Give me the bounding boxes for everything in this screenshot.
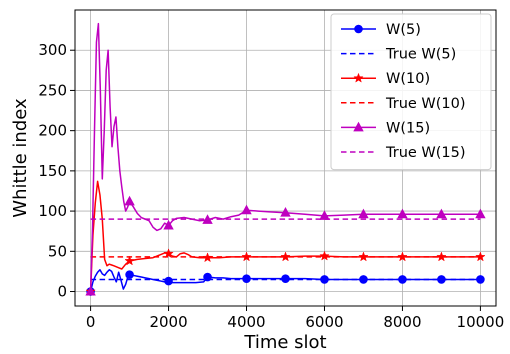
legend-marker-2 — [353, 72, 364, 83]
series-4-point — [475, 208, 486, 219]
x-tick-label: 8000 — [383, 313, 421, 331]
series-4-point — [124, 195, 135, 206]
legend: W(5) True W(5) W(10) True W(10) W(15) True W(… — [330, 13, 492, 171]
series-2-point — [280, 251, 291, 262]
legend-label-5: True W(15) — [385, 145, 466, 161]
legend-marker-4 — [353, 121, 364, 132]
axis-ticks: 0 2000 4000 6000 8000 10000 0 50 100 150 200 250 300 — [38, 41, 504, 331]
y-tick-label: 50 — [48, 242, 67, 260]
series-2-point — [319, 250, 330, 261]
series-0-point — [164, 276, 173, 286]
series-2-point — [124, 255, 135, 266]
series-2-point — [163, 248, 174, 259]
series-4-point — [241, 204, 252, 215]
series-0-point — [242, 274, 251, 283]
y-tick-label: 150 — [38, 162, 67, 180]
series-4-point — [319, 210, 330, 220]
legend-label-1: True W(5) — [385, 47, 456, 63]
legend-label-0: W(5) — [386, 22, 421, 38]
series-0-point — [125, 270, 134, 279]
series-4-point — [85, 285, 96, 296]
series-4-point — [397, 208, 408, 219]
y-tick-label: 250 — [38, 81, 67, 99]
x-tick-label: 6000 — [305, 313, 343, 331]
series-4-point — [163, 219, 174, 230]
x-axis-label: Time slot — [243, 332, 326, 350]
series-line-4 — [89, 22, 481, 292]
y-axis-label: Whittle index — [10, 98, 31, 218]
legend-label-3: True W(10) — [385, 96, 466, 112]
legend-label-2: W(10) — [386, 71, 430, 87]
y-tick-label: 200 — [38, 122, 67, 140]
plot-frame — [74, 9, 497, 307]
series-2-point — [397, 251, 408, 262]
series-4-point — [436, 208, 447, 219]
y-tick-label: 300 — [38, 41, 67, 59]
x-tick-label: 4000 — [227, 313, 265, 331]
y-tick-label: 100 — [38, 202, 67, 220]
series-4-point — [358, 208, 369, 219]
legend-marker-0 — [354, 24, 363, 34]
series-2-point — [436, 251, 447, 262]
x-tick-label: 10000 — [457, 313, 505, 331]
series-lines — [85, 22, 486, 296]
series-0-point — [281, 274, 290, 283]
y-tick-label: 0 — [57, 283, 67, 301]
x-tick-label: 0 — [86, 313, 96, 331]
series-4-point — [280, 207, 291, 217]
legend-label-4: W(15) — [386, 120, 430, 136]
x-tick-label: 2000 — [149, 313, 187, 331]
